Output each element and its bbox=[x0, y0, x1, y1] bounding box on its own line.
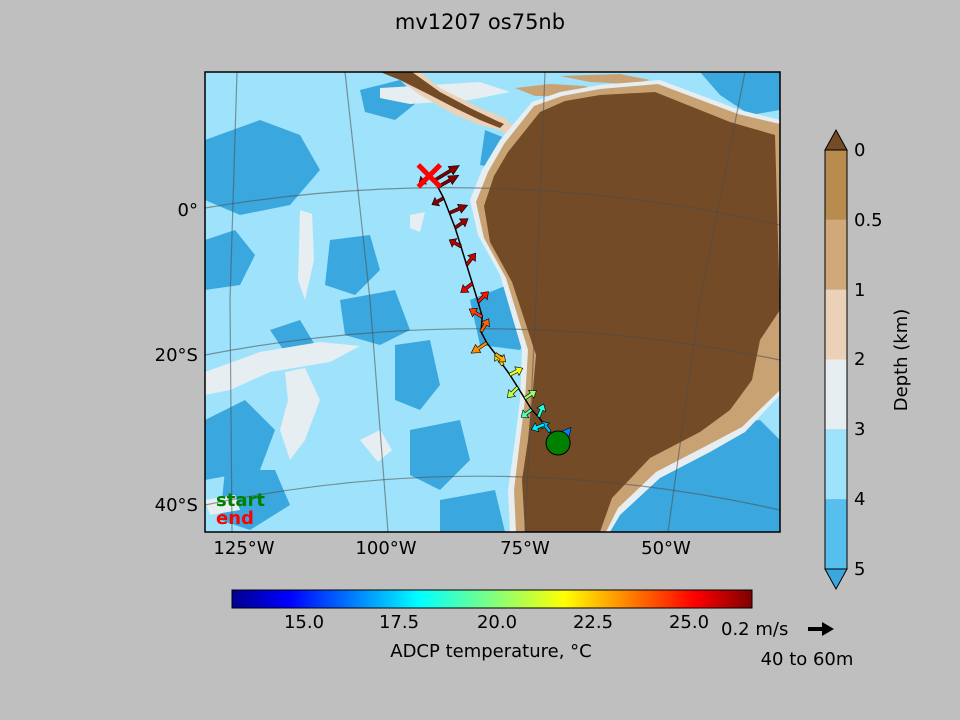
gridline-lon-100 bbox=[344, 72, 389, 532]
quiver-arrow-14 bbox=[460, 281, 474, 293]
quiver-arrow-10 bbox=[470, 341, 489, 354]
gridline-lon-75 bbox=[524, 72, 546, 532]
lat-label-0: 0° bbox=[178, 200, 198, 221]
quiver-arrow-18 bbox=[448, 203, 469, 215]
gridline-lat-40s bbox=[205, 475, 780, 511]
depth-band-3 bbox=[825, 359, 847, 430]
quiver-key: 0.2 m/s 40 to 60m bbox=[721, 619, 853, 670]
depth-extend-top bbox=[824, 128, 848, 151]
depth-band-4 bbox=[825, 429, 847, 500]
quiver-arrow-9 bbox=[494, 352, 507, 363]
quiver-arrow-4 bbox=[520, 407, 533, 419]
lon-label-75w: 75°W bbox=[500, 538, 550, 559]
depth-band-0 bbox=[825, 150, 847, 220]
map-frame bbox=[204, 71, 781, 533]
depth-colorbar-label: Depth (km) bbox=[891, 309, 912, 412]
quiver-key-label: 0.2 m/s bbox=[721, 619, 788, 640]
temp-tick-22.5: 22.5 bbox=[573, 612, 613, 633]
quiver-arrow-5 bbox=[523, 389, 537, 401]
depth-colorbar: 0 0.5 1 2 3 4 5 Depth (km) bbox=[824, 128, 912, 591]
quiver-arrow-17 bbox=[453, 218, 469, 230]
quiver-arrow-16 bbox=[448, 238, 463, 249]
lat-label-20s: 20°S bbox=[155, 345, 198, 366]
quiver-arrow-7 bbox=[508, 366, 524, 377]
lon-label-125w: 125°W bbox=[213, 538, 274, 559]
temp-colorbar-gradient bbox=[231, 589, 753, 609]
legend-end: end bbox=[216, 508, 254, 529]
lon-labels: 125°W 100°W 75°W 50°W bbox=[213, 538, 691, 559]
depth-tick-0.5: 0.5 bbox=[854, 210, 883, 231]
quiver-arrow-6 bbox=[507, 385, 520, 399]
lat-label-40s: 40°S bbox=[155, 495, 198, 516]
lat-labels: 0° 20°S 40°S bbox=[155, 200, 198, 516]
quiver-arrow-19 bbox=[431, 196, 445, 207]
start-marker bbox=[545, 430, 571, 456]
quiver-arrow-12 bbox=[468, 308, 484, 319]
quiver-arrow-15 bbox=[464, 252, 477, 267]
depth-tick-0: 0 bbox=[854, 140, 865, 161]
quiver-arrow-2 bbox=[530, 422, 546, 433]
depth-extend-bottom bbox=[824, 568, 848, 591]
south-america-land bbox=[484, 92, 780, 532]
depth-band-5 bbox=[825, 499, 847, 569]
temp-tick-20: 20.0 bbox=[477, 612, 517, 633]
end-marker bbox=[416, 163, 443, 189]
depth-tick-4: 4 bbox=[854, 489, 865, 510]
quiver-arrow-11 bbox=[479, 318, 490, 333]
depth-band-1 bbox=[825, 219, 847, 290]
quiver-arrow-21 bbox=[432, 165, 460, 183]
depth-tick-2: 2 bbox=[854, 349, 865, 370]
gridline-lon-125 bbox=[229, 72, 238, 532]
temp-tick-25: 25.0 bbox=[669, 612, 709, 633]
legend-start: start bbox=[216, 490, 265, 511]
gridline-lon-50 bbox=[667, 72, 746, 532]
quiver-depth-label: 40 to 60m bbox=[761, 649, 854, 670]
gridline-lat-0 bbox=[205, 187, 780, 226]
temp-tick-15: 15.0 bbox=[284, 612, 324, 633]
depth-tick-3: 3 bbox=[854, 419, 865, 440]
temp-tick-17.5: 17.5 bbox=[379, 612, 419, 633]
cruise-track bbox=[418, 165, 572, 445]
lon-label-50w: 50°W bbox=[641, 538, 691, 559]
temp-colorbar-label: ADCP temperature, °C bbox=[390, 641, 591, 662]
gridline-lat-20s bbox=[205, 328, 780, 361]
depth-tick-1: 1 bbox=[854, 280, 865, 301]
quiver-arrow-3 bbox=[536, 403, 547, 418]
chart-title: mv1207 os75nb bbox=[395, 10, 565, 34]
lon-label-100w: 100°W bbox=[355, 538, 416, 559]
quiver-arrow-13 bbox=[476, 291, 489, 304]
depth-band-2 bbox=[825, 289, 847, 360]
temperature-colorbar: 15.0 17.5 20.0 22.5 25.0 ADCP temperatur… bbox=[231, 589, 753, 662]
quiver-key-arrow bbox=[808, 622, 834, 636]
map-panel: start end bbox=[204, 71, 781, 533]
depth-tick-5: 5 bbox=[854, 559, 865, 580]
graticule bbox=[205, 72, 780, 532]
